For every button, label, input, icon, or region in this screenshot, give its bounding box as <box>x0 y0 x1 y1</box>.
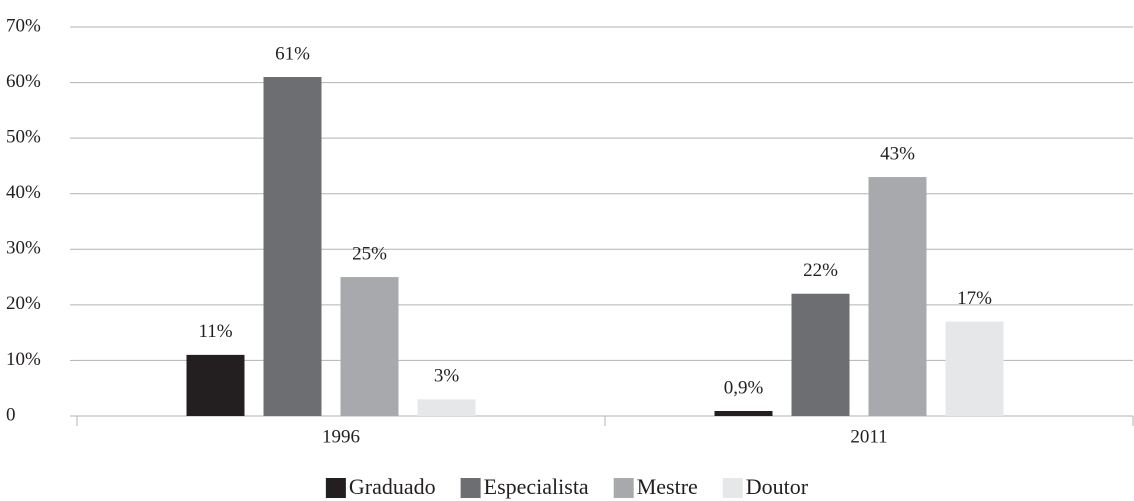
y-tick-label: 60% <box>6 71 41 92</box>
value-label: 25% <box>352 243 387 264</box>
legend-label: Graduado <box>349 474 436 499</box>
bar <box>945 321 1004 416</box>
y-tick-label: 0 <box>6 404 16 425</box>
x-tick-label: 1996 <box>322 426 360 447</box>
legend-swatch <box>460 478 481 498</box>
bar <box>340 277 399 416</box>
y-tick-label: 70% <box>6 15 41 36</box>
bar <box>868 177 927 416</box>
value-label: 3% <box>434 366 460 387</box>
y-tick-label: 50% <box>6 127 41 148</box>
value-label: 43% <box>880 143 915 164</box>
legend-label: Especialista <box>484 474 589 499</box>
value-label: 22% <box>803 260 838 281</box>
value-label: 11% <box>198 321 232 342</box>
x-tick-label: 2011 <box>850 426 887 447</box>
bar <box>186 354 245 416</box>
y-tick-label: 40% <box>6 182 41 203</box>
legend-label: Mestre <box>637 474 698 499</box>
value-label: 0,9% <box>724 377 764 398</box>
y-tick-label: 20% <box>6 293 41 314</box>
value-label: 17% <box>957 288 992 309</box>
value-label: 61% <box>275 43 310 64</box>
bar <box>263 77 322 416</box>
bar <box>714 410 773 416</box>
legend-swatch <box>325 478 346 498</box>
y-tick-label: 10% <box>6 349 41 370</box>
legend-swatch <box>722 478 743 498</box>
legend-label: Doutor <box>746 474 809 499</box>
y-tick-label: 30% <box>6 238 41 259</box>
legend-swatch <box>613 478 634 498</box>
bar <box>417 399 476 416</box>
bar <box>791 293 850 416</box>
